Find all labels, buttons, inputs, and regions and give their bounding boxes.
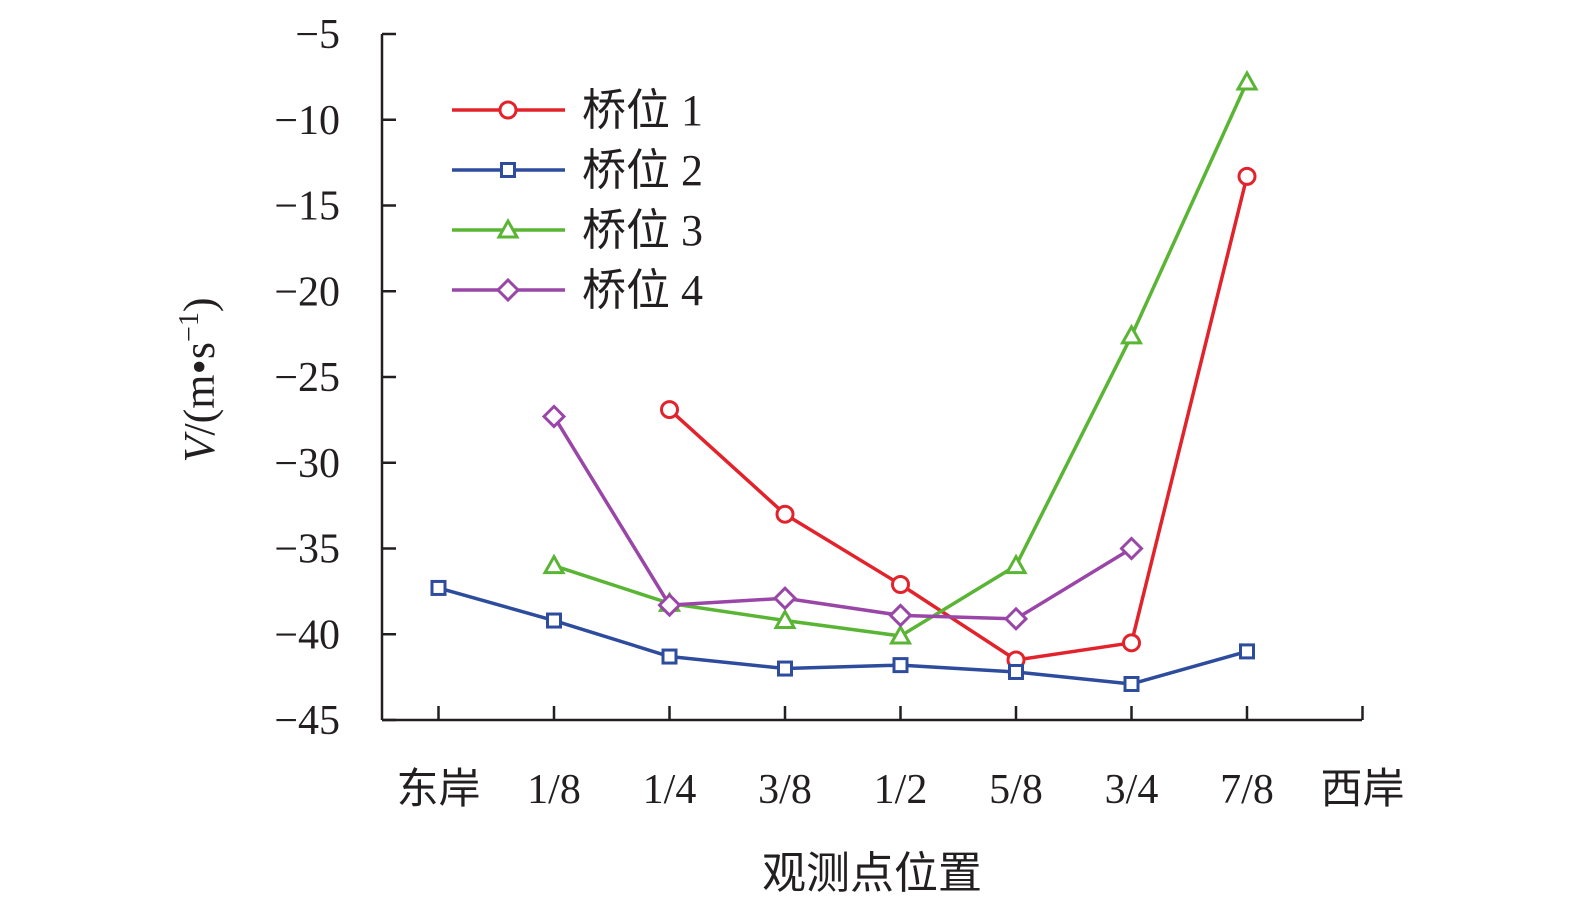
y-axis-label: V/(m•s−1): [174, 298, 224, 463]
y-tick-label: −10: [274, 98, 340, 144]
legend-marker: [495, 277, 521, 303]
data-point: [542, 553, 566, 575]
data-point: [1119, 323, 1144, 345]
x-ticks: 东岸 1/8 1/4 3/8 1/2 5/8 3/4 7/8 西岸: [396, 706, 1405, 813]
legend-label: 桥位 1: [582, 86, 703, 135]
y-axis-label-exponent: −1: [174, 312, 205, 342]
series-line: [438, 586, 1248, 686]
x-axis-label: 观测点位置: [762, 849, 982, 898]
data-point: [430, 579, 447, 596]
x-tick-label: 3/8: [758, 767, 812, 813]
series-2: [430, 579, 1255, 692]
data-point: [1004, 553, 1028, 575]
y-ticks: −5 −10 −15 −20 −25 −30 −35 −40 −45: [274, 12, 396, 744]
data-point: [657, 592, 682, 618]
data-point: [1119, 536, 1144, 561]
series-line: [668, 175, 1249, 662]
legend-item: 桥位 3: [452, 206, 703, 255]
data-point: [775, 504, 795, 524]
x-tick-label: 1/2: [874, 767, 928, 813]
data-point: [1122, 633, 1141, 653]
y-tick-label: −40: [274, 612, 340, 658]
data-point: [1235, 69, 1259, 91]
data-point: [661, 648, 678, 665]
x-tick-label: 3/4: [1105, 767, 1159, 813]
y-tick-label: −45: [274, 698, 340, 744]
legend-item: 桥位 4: [452, 266, 703, 315]
x-tick-label: 1/8: [527, 767, 581, 813]
legend-marker: [500, 162, 516, 178]
y-axis-label-close: ): [175, 298, 224, 313]
y-axis-label-symbol: V: [175, 430, 224, 462]
y-tick-label: −15: [274, 184, 340, 230]
legend-item: 桥位 1: [452, 86, 703, 135]
data-point: [773, 608, 797, 630]
data-point: [772, 586, 798, 611]
series-1: [660, 166, 1257, 670]
x-tick-label: 1/4: [643, 767, 697, 813]
legend-item: 桥位 2: [452, 146, 703, 195]
data-point: [892, 657, 909, 674]
data-point: [1237, 166, 1257, 186]
data-point: [777, 660, 793, 677]
series-line: [552, 415, 1133, 621]
legend-marker: [498, 100, 518, 120]
x-tick-label: 西岸: [1320, 767, 1404, 813]
x-tick-label: 东岸: [396, 766, 480, 813]
legend-label: 桥位 2: [582, 146, 703, 195]
data-point: [891, 575, 910, 595]
data-point: [888, 603, 913, 628]
data-point: [888, 623, 913, 645]
data-point: [546, 612, 562, 629]
data-point: [541, 404, 567, 429]
legend-label: 桥位 3: [582, 206, 703, 255]
y-tick-label: −30: [274, 441, 340, 487]
data-point: [1003, 606, 1029, 631]
data-point: [1239, 643, 1255, 660]
data-point: [660, 400, 679, 420]
series-4: [541, 404, 1144, 631]
y-axis-label-unit: /(m•s: [175, 342, 224, 436]
y-tick-label: −35: [274, 527, 340, 573]
data-point: [1008, 663, 1024, 680]
legend: 桥位 1 桥位 2 桥位 3 桥位 4: [452, 86, 703, 315]
y-tick-label: −25: [274, 355, 340, 401]
y-tick-label: −5: [295, 12, 340, 58]
series-layer: [430, 69, 1259, 692]
y-tick-label: −20: [274, 269, 340, 315]
legend-label: 桥位 4: [582, 266, 703, 315]
x-tick-label: 7/8: [1220, 767, 1274, 813]
legend-marker: [496, 217, 520, 239]
x-tick-label: 5/8: [989, 767, 1043, 813]
axes: [380, 34, 1362, 722]
data-point: [1123, 675, 1140, 692]
